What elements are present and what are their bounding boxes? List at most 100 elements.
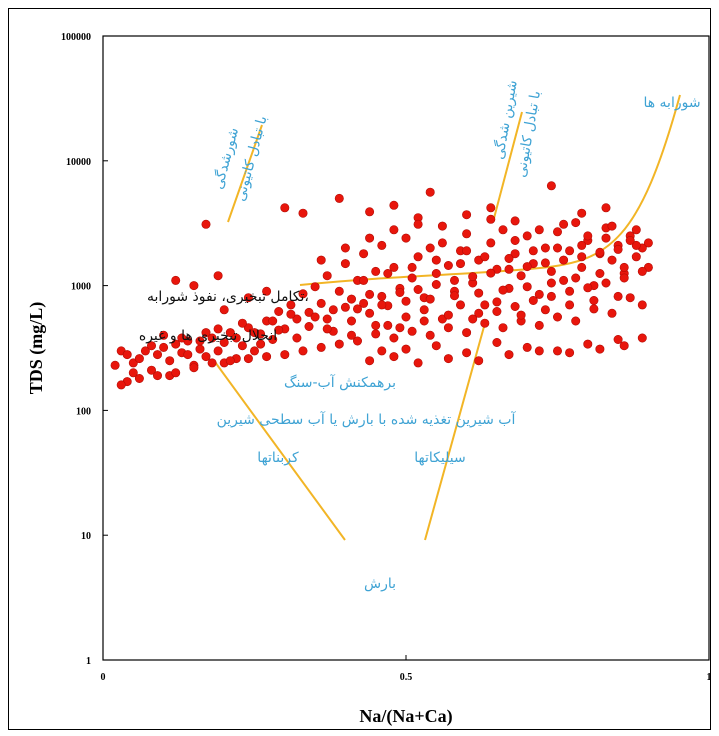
- data-point: [493, 338, 501, 346]
- data-point: [565, 247, 573, 255]
- data-point: [414, 253, 422, 261]
- data-point: [547, 267, 555, 275]
- data-point: [444, 354, 452, 362]
- data-point: [644, 239, 652, 247]
- data-point: [565, 301, 573, 309]
- data-point: [565, 349, 573, 357]
- data-point: [584, 232, 592, 240]
- data-point: [402, 297, 410, 305]
- data-point: [469, 315, 477, 323]
- data-point: [444, 261, 452, 269]
- data-point: [620, 342, 628, 350]
- data-point: [529, 247, 537, 255]
- evaporation-curve: [300, 95, 680, 285]
- data-point: [432, 269, 440, 277]
- data-point: [135, 354, 143, 362]
- y-tick-label: 1: [86, 656, 91, 667]
- data-point: [462, 349, 470, 357]
- data-point: [505, 350, 513, 358]
- data-point: [626, 294, 634, 302]
- data-point: [420, 317, 428, 325]
- data-point: [420, 306, 428, 314]
- data-point: [359, 276, 367, 284]
- data-point: [541, 306, 549, 314]
- data-point: [426, 331, 434, 339]
- data-point: [341, 303, 349, 311]
- data-point: [511, 217, 519, 225]
- data-point: [184, 350, 192, 358]
- data-point: [493, 298, 501, 306]
- data-point: [638, 301, 646, 309]
- data-point: [111, 361, 119, 369]
- data-point: [214, 272, 222, 280]
- data-point: [414, 285, 422, 293]
- data-point: [299, 209, 307, 217]
- data-point: [390, 352, 398, 360]
- data-point: [396, 288, 404, 296]
- data-point: [372, 321, 380, 329]
- data-point: [378, 301, 386, 309]
- data-point: [299, 347, 307, 355]
- data-point: [347, 317, 355, 325]
- data-point: [365, 234, 373, 242]
- annotation-rock-interaction: برهمکنش آب-سنگ: [284, 374, 396, 391]
- annotation-precipitation: بارش: [364, 576, 396, 592]
- data-point: [293, 334, 301, 342]
- data-point: [547, 292, 555, 300]
- data-point: [317, 256, 325, 264]
- data-point: [347, 295, 355, 303]
- data-point: [456, 301, 464, 309]
- data-point: [172, 276, 180, 284]
- data-point: [426, 188, 434, 196]
- data-point: [244, 354, 252, 362]
- data-point: [372, 330, 380, 338]
- data-point: [608, 256, 616, 264]
- data-point: [384, 321, 392, 329]
- data-point: [153, 371, 161, 379]
- data-point: [602, 279, 610, 287]
- y-tick-label: 10000: [66, 157, 91, 168]
- data-point: [238, 319, 246, 327]
- data-point: [305, 322, 313, 330]
- data-point: [523, 262, 531, 270]
- data-point: [390, 334, 398, 342]
- data-point: [578, 209, 586, 217]
- x-tick-label: 0: [101, 672, 106, 683]
- data-point: [481, 253, 489, 261]
- silicate-line: [425, 323, 485, 540]
- data-point: [517, 311, 525, 319]
- data-point: [311, 313, 319, 321]
- data-point: [462, 211, 470, 219]
- data-point: [402, 234, 410, 242]
- data-point: [602, 204, 610, 212]
- data-point: [487, 239, 495, 247]
- annotation-fresh-recharge: آب شیرین تغذیه شده با بارش یا آب سطحی شی…: [217, 411, 517, 428]
- data-point: [226, 357, 234, 365]
- data-point: [390, 201, 398, 209]
- data-point: [499, 226, 507, 234]
- data-point: [444, 324, 452, 332]
- data-point: [402, 313, 410, 321]
- data-point: [559, 276, 567, 284]
- data-point: [172, 369, 180, 377]
- data-point: [505, 254, 513, 262]
- data-point: [202, 220, 210, 228]
- data-point: [135, 374, 143, 382]
- annotation-silicates: سیلیکاتها: [414, 450, 465, 466]
- data-point: [559, 220, 567, 228]
- data-point: [414, 220, 422, 228]
- data-point: [365, 290, 373, 298]
- data-point: [608, 222, 616, 230]
- data-point: [438, 222, 446, 230]
- data-point: [432, 280, 440, 288]
- data-point: [572, 274, 580, 282]
- data-point: [396, 324, 404, 332]
- data-point: [553, 313, 561, 321]
- data-point: [572, 317, 580, 325]
- data-point: [511, 236, 519, 244]
- data-point: [432, 342, 440, 350]
- data-point: [487, 269, 495, 277]
- data-point: [541, 259, 549, 267]
- data-point: [208, 359, 216, 367]
